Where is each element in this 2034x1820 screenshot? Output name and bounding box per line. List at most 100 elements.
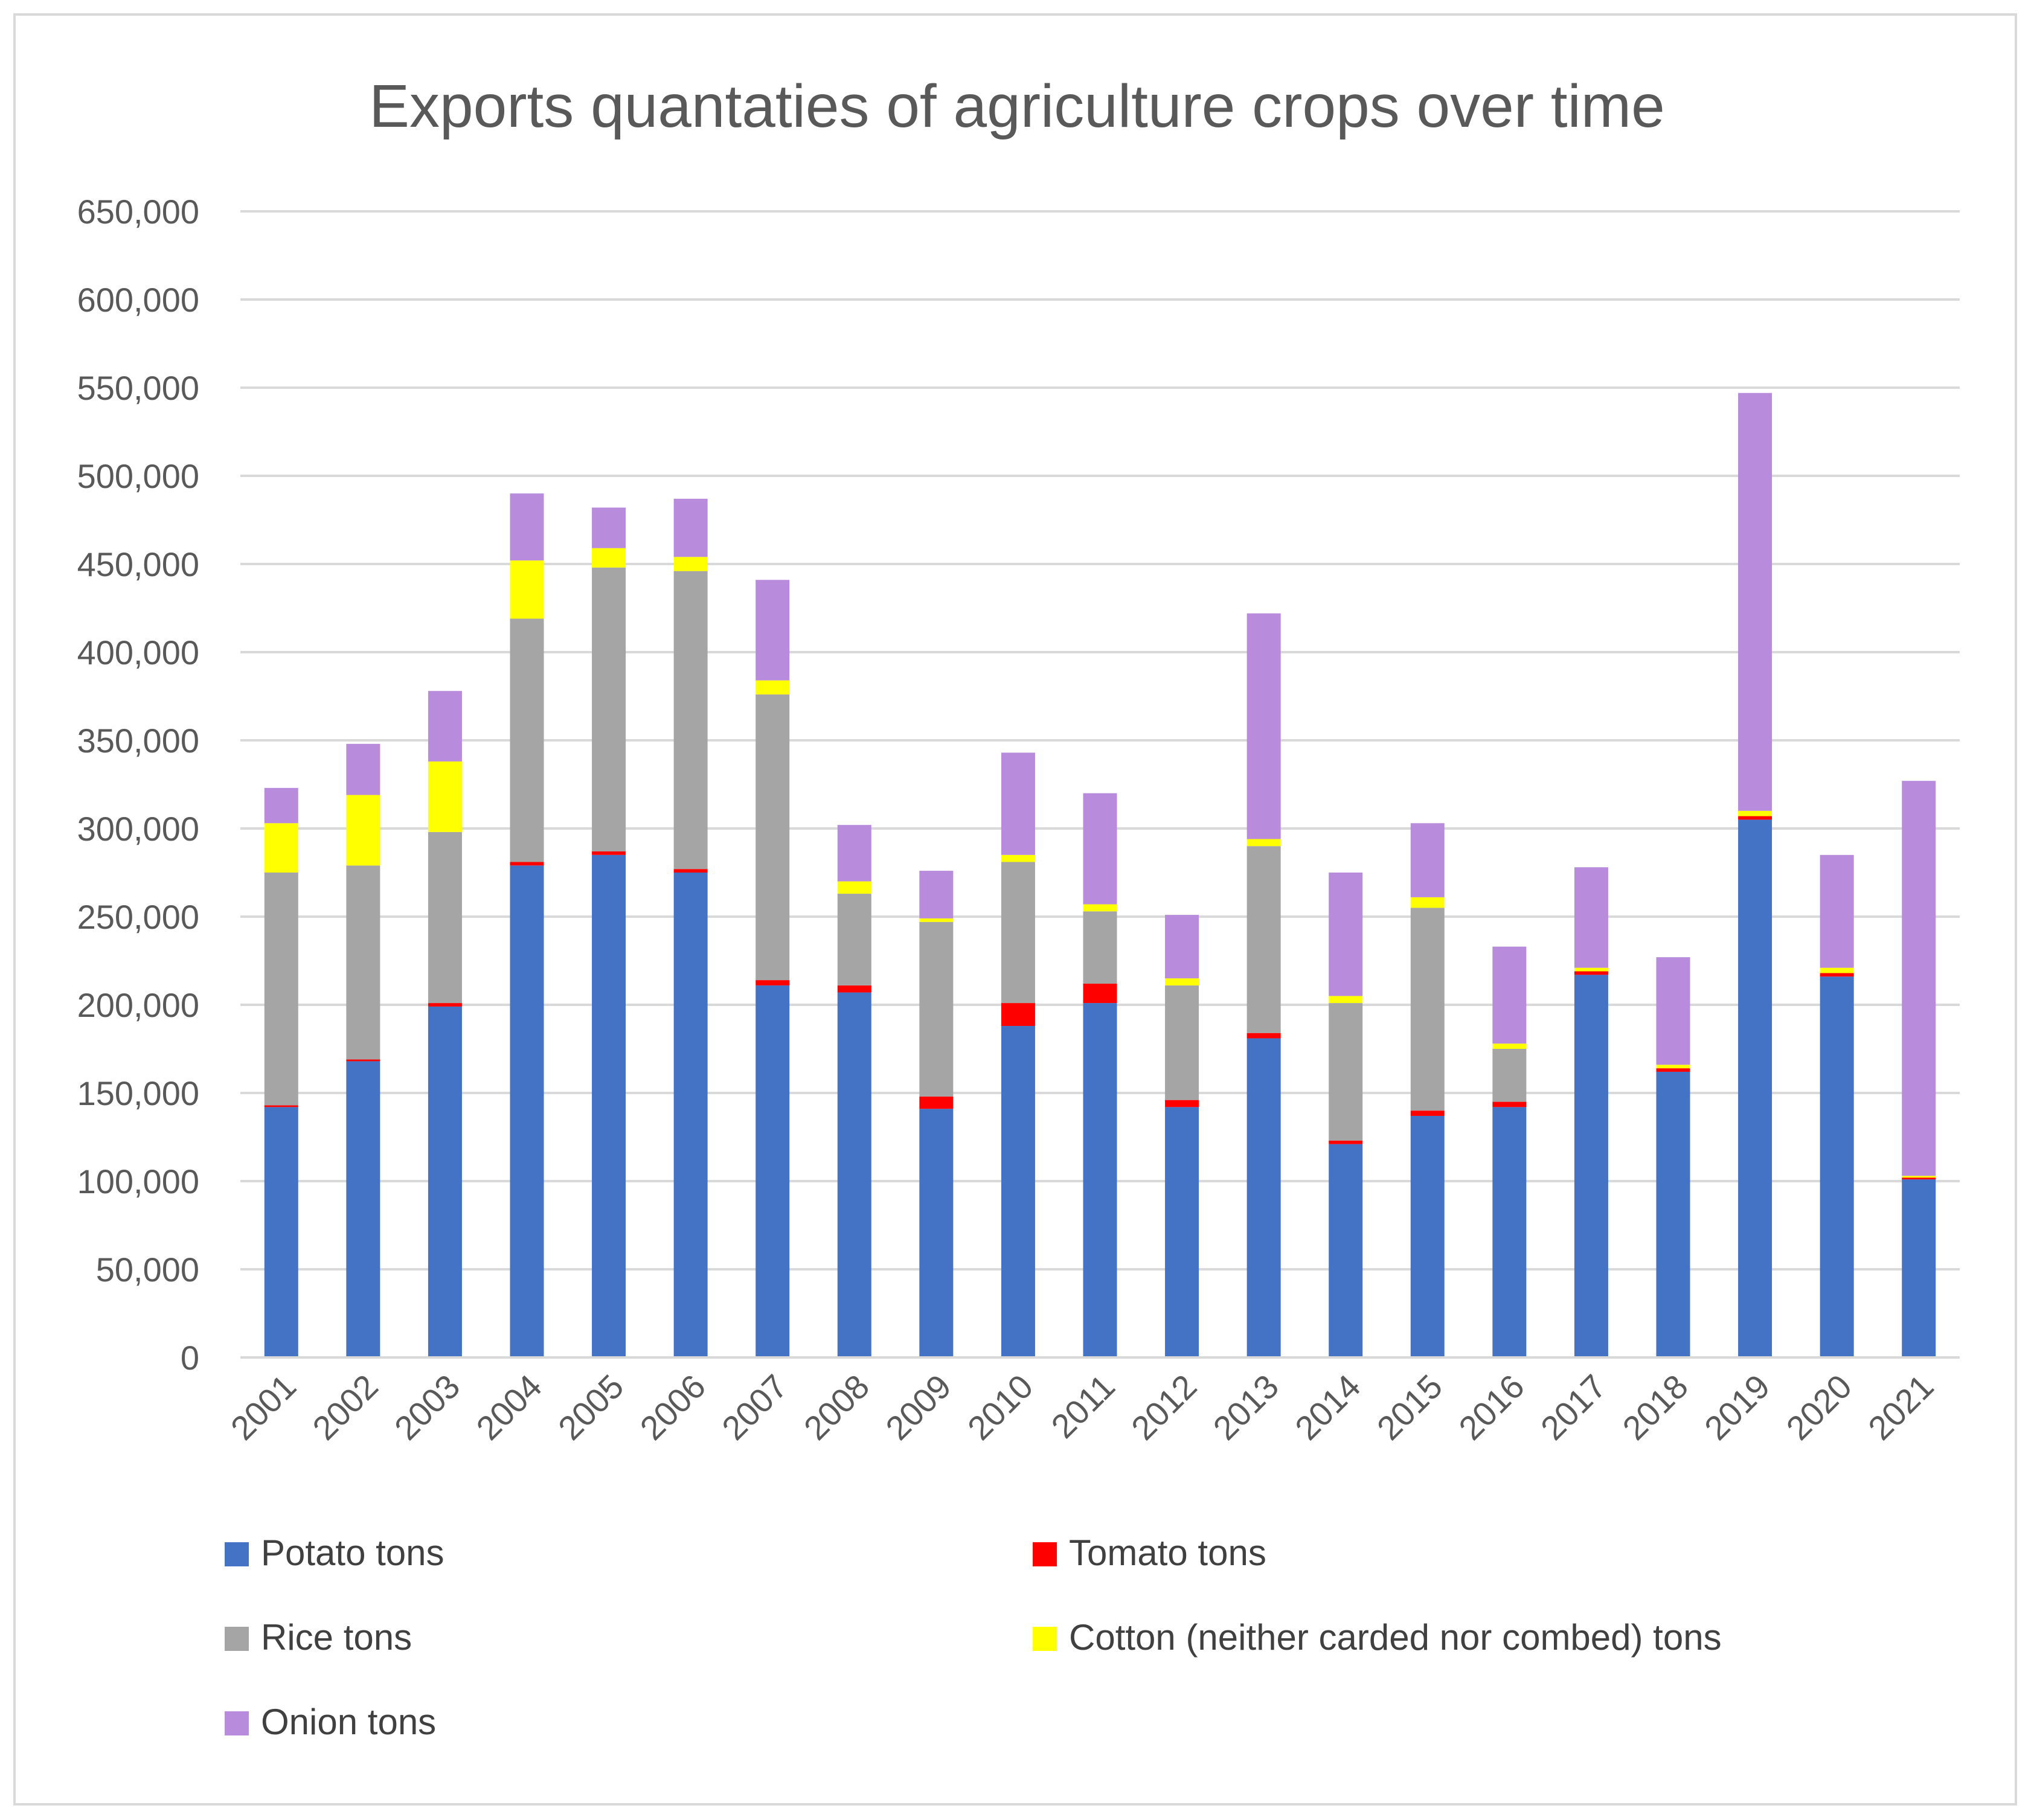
x-tick-label: 2001 bbox=[223, 1367, 304, 1447]
y-tick-label: 500,000 bbox=[77, 457, 199, 495]
bar-segment bbox=[510, 493, 544, 561]
legend: Potato tons Tomato tons Rice tons Cotton (n… bbox=[225, 1533, 1722, 1742]
x-tick-label: 2002 bbox=[305, 1367, 385, 1447]
bar-segment bbox=[1410, 897, 1445, 908]
legend-swatch bbox=[1033, 1627, 1057, 1651]
bar-segment bbox=[1902, 1179, 1936, 1357]
y-tick-label: 400,000 bbox=[77, 633, 199, 671]
bar-segment bbox=[837, 825, 871, 882]
bar-segment bbox=[1656, 1065, 1690, 1069]
bar-segment bbox=[1246, 839, 1281, 847]
bar-segment bbox=[510, 560, 544, 619]
bar-segment bbox=[1083, 1003, 1117, 1357]
bar-segment bbox=[756, 980, 790, 985]
bar-segment bbox=[510, 618, 544, 862]
x-tick-label: 2014 bbox=[1288, 1367, 1368, 1447]
bar-segment bbox=[1820, 973, 1854, 977]
bar-segment bbox=[673, 498, 708, 557]
bar-segment bbox=[1410, 1115, 1445, 1357]
bar-segment bbox=[756, 985, 790, 1357]
bar-segment bbox=[1083, 904, 1117, 912]
legend-label: Cotton (neither carded nor combed) tons bbox=[1069, 1617, 1722, 1658]
bar-segment bbox=[1083, 983, 1117, 1004]
bar-segment bbox=[1820, 967, 1854, 973]
y-tick-label: 0 bbox=[181, 1339, 199, 1377]
bar-segment bbox=[346, 1059, 380, 1062]
y-tick-label: 600,000 bbox=[77, 281, 199, 319]
x-tick-label: 2008 bbox=[797, 1367, 877, 1447]
bar-segment bbox=[1329, 873, 1363, 996]
bar-segment bbox=[1492, 1043, 1527, 1049]
x-tick-label: 2016 bbox=[1451, 1367, 1532, 1447]
x-tick-label: 2003 bbox=[387, 1367, 467, 1447]
bar-segment bbox=[1820, 854, 1854, 968]
bar-segment bbox=[1574, 967, 1608, 972]
bar-segment bbox=[1574, 971, 1608, 975]
bar-segment bbox=[919, 1109, 954, 1357]
bar-segment bbox=[592, 567, 626, 851]
bar-segment bbox=[756, 680, 790, 695]
x-tick-label: 2012 bbox=[1124, 1367, 1204, 1447]
bar-segment bbox=[1492, 1049, 1527, 1102]
bar-segment bbox=[1246, 1038, 1281, 1357]
bar-segment bbox=[264, 823, 298, 873]
bar-segment bbox=[919, 921, 954, 1097]
bar-segment bbox=[1329, 1140, 1363, 1144]
bar-segment bbox=[1246, 846, 1281, 1033]
bar-segment bbox=[592, 507, 626, 548]
bar-segment bbox=[428, 761, 462, 832]
y-tick-label: 100,000 bbox=[77, 1162, 199, 1200]
x-tick-label: 2019 bbox=[1697, 1367, 1777, 1447]
x-tick-label: 2015 bbox=[1370, 1367, 1450, 1447]
legend-swatch bbox=[225, 1627, 249, 1651]
bar-segment bbox=[1738, 819, 1773, 1357]
bar-segment bbox=[756, 694, 790, 981]
bar-segment bbox=[673, 869, 708, 873]
x-axis-ticks: 2001 2002 2003 2004 2005 2006 2007 2008 2009 2010… bbox=[223, 1367, 1941, 1447]
y-tick-label: 650,000 bbox=[77, 193, 199, 231]
bar-segment bbox=[673, 873, 708, 1357]
bar-segment bbox=[1492, 1107, 1527, 1357]
bar-segment bbox=[919, 918, 954, 922]
x-tick-label: 2006 bbox=[632, 1367, 713, 1447]
bar-segment bbox=[1001, 752, 1035, 855]
bar-segment bbox=[1902, 1178, 1936, 1180]
y-tick-label: 350,000 bbox=[77, 722, 199, 760]
bar-segment bbox=[1246, 1033, 1281, 1039]
bar-segment bbox=[346, 743, 380, 795]
bar-segment bbox=[1410, 1110, 1445, 1116]
legend-swatch bbox=[225, 1542, 249, 1566]
bar-segment bbox=[264, 873, 298, 1106]
bar-segment bbox=[673, 571, 708, 870]
bar-segment bbox=[1410, 908, 1445, 1111]
bars bbox=[264, 393, 1936, 1357]
bar-segment bbox=[919, 871, 954, 918]
bar-segment bbox=[346, 865, 380, 1060]
legend-swatch bbox=[225, 1711, 249, 1735]
y-tick-label: 450,000 bbox=[77, 545, 199, 583]
x-tick-label: 2011 bbox=[1044, 1367, 1122, 1446]
bar-segment bbox=[837, 985, 871, 993]
bar-segment bbox=[1902, 781, 1936, 1176]
bar-segment bbox=[1574, 975, 1608, 1357]
bar-segment bbox=[673, 557, 708, 571]
bar-segment bbox=[1738, 816, 1773, 820]
bar-segment bbox=[837, 894, 871, 985]
x-tick-label: 2005 bbox=[551, 1367, 631, 1447]
legend-label: Potato tons bbox=[261, 1533, 444, 1573]
bar-segment bbox=[1738, 393, 1773, 811]
bar-segment bbox=[428, 831, 462, 1004]
bar-segment bbox=[837, 881, 871, 894]
x-tick-label: 2018 bbox=[1615, 1367, 1695, 1447]
x-tick-label: 2010 bbox=[960, 1367, 1041, 1447]
bar-segment bbox=[1083, 911, 1117, 984]
y-tick-label: 300,000 bbox=[77, 810, 199, 848]
bar-segment bbox=[1410, 823, 1445, 897]
bar-segment bbox=[1492, 946, 1527, 1044]
bar-segment bbox=[1574, 867, 1608, 968]
bar-segment bbox=[1656, 1068, 1690, 1072]
x-tick-label: 2009 bbox=[878, 1367, 958, 1447]
bar-segment bbox=[1329, 1003, 1363, 1141]
bar-segment bbox=[264, 1107, 298, 1357]
